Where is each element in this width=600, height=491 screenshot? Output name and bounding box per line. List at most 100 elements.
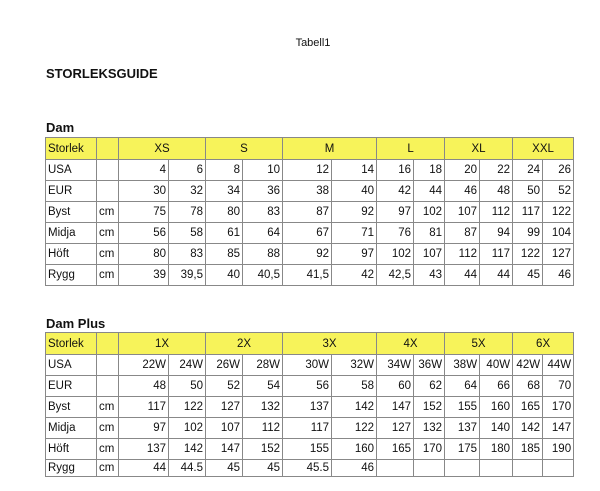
value-cell: 43 bbox=[413, 264, 446, 286]
value-cell: 75 bbox=[118, 201, 169, 223]
table-row: Byst cm 117 122 127 132 137 142 147 152 155 160 165 1… bbox=[45, 396, 575, 418]
value-cell: 44 bbox=[444, 264, 481, 286]
size-header: XXL bbox=[512, 137, 575, 160]
row-label: Höft bbox=[45, 438, 97, 460]
row-unit: cm bbox=[96, 201, 119, 223]
value-cell bbox=[512, 459, 544, 477]
size-header: 5X bbox=[444, 332, 514, 355]
value-cell: 58 bbox=[168, 222, 206, 244]
table-row: Midja cm 56 58 61 64 67 71 76 81 87 94 99 104 bbox=[45, 222, 575, 244]
value-cell: 45.5 bbox=[282, 459, 333, 477]
value-cell: 78 bbox=[168, 201, 206, 223]
value-cell: 44 bbox=[413, 180, 446, 202]
value-cell: 50 bbox=[512, 180, 544, 202]
header-unit-cell bbox=[96, 332, 119, 355]
value-cell: 127 bbox=[376, 417, 415, 439]
value-cell: 24W bbox=[167, 354, 207, 376]
value-cell: 45 bbox=[205, 459, 244, 477]
value-cell: 190 bbox=[542, 438, 575, 460]
value-cell: 60 bbox=[376, 375, 415, 397]
size-header: M bbox=[282, 137, 378, 160]
value-cell: 38 bbox=[282, 180, 333, 202]
size-header: 1X bbox=[117, 332, 207, 355]
value-cell: 155 bbox=[444, 396, 481, 418]
value-cell: 44 bbox=[479, 264, 514, 286]
value-cell: 81 bbox=[413, 222, 446, 244]
size-header: XS bbox=[118, 137, 206, 160]
value-cell: 160 bbox=[479, 396, 514, 418]
table-row: Rygg cm 44 44.5 45 45 45.5 46 bbox=[45, 459, 575, 477]
value-cell: 64 bbox=[444, 375, 481, 397]
row-label: Midja bbox=[45, 417, 97, 439]
row-unit: cm bbox=[96, 459, 119, 477]
value-cell bbox=[444, 459, 481, 477]
value-cell: 41,5 bbox=[282, 264, 333, 286]
value-cell: 97 bbox=[331, 243, 378, 265]
value-cell: 4 bbox=[118, 159, 169, 181]
value-cell: 48 bbox=[118, 375, 169, 397]
value-cell: 155 bbox=[282, 438, 333, 460]
row-label: Rygg bbox=[45, 459, 97, 477]
value-cell: 142 bbox=[167, 438, 207, 460]
value-cell: 52 bbox=[542, 180, 575, 202]
row-unit bbox=[96, 180, 119, 202]
value-cell: 92 bbox=[282, 243, 333, 265]
value-cell: 160 bbox=[331, 438, 378, 460]
header-label: Storlek bbox=[45, 332, 97, 355]
value-cell: 117 bbox=[512, 201, 544, 223]
value-cell: 24 bbox=[512, 159, 544, 181]
value-cell: 16 bbox=[376, 159, 415, 181]
size-table-dam: Storlek XS S M L XL XXL USA 4 6 8 10 12 14 16 18 20 22 24 2… bbox=[45, 137, 575, 286]
value-cell: 40 bbox=[331, 180, 378, 202]
value-cell: 56 bbox=[282, 375, 333, 397]
value-cell: 102 bbox=[167, 417, 207, 439]
value-cell: 147 bbox=[205, 438, 244, 460]
value-cell: 122 bbox=[512, 243, 544, 265]
value-cell bbox=[542, 459, 575, 477]
value-cell: 44.5 bbox=[167, 459, 207, 477]
value-cell: 36W bbox=[413, 354, 446, 376]
value-cell: 170 bbox=[542, 396, 575, 418]
value-cell: 46 bbox=[444, 180, 481, 202]
table-row: Byst cm 75 78 80 83 87 92 97 102 107 112 117 122 bbox=[45, 201, 575, 223]
document-title: STORLEKSGUIDE bbox=[46, 66, 158, 81]
value-cell: 44 bbox=[118, 459, 169, 477]
value-cell: 147 bbox=[542, 417, 575, 439]
row-unit bbox=[96, 354, 119, 376]
value-cell: 152 bbox=[242, 438, 284, 460]
value-cell: 12 bbox=[282, 159, 333, 181]
row-label: USA bbox=[45, 354, 97, 376]
value-cell: 42W bbox=[512, 354, 544, 376]
value-cell: 152 bbox=[413, 396, 446, 418]
value-cell bbox=[479, 459, 514, 477]
row-unit: cm bbox=[96, 222, 119, 244]
value-cell: 54 bbox=[242, 375, 284, 397]
value-cell: 66 bbox=[479, 375, 514, 397]
value-cell: 32 bbox=[168, 180, 206, 202]
value-cell: 127 bbox=[205, 396, 244, 418]
value-cell: 42 bbox=[376, 180, 415, 202]
value-cell: 102 bbox=[413, 201, 446, 223]
value-cell: 58 bbox=[331, 375, 378, 397]
table-row: EUR 30 32 34 36 38 40 42 44 46 48 50 52 bbox=[45, 180, 575, 202]
value-cell: 71 bbox=[331, 222, 378, 244]
value-cell: 97 bbox=[118, 417, 169, 439]
value-cell: 127 bbox=[542, 243, 575, 265]
row-label: Höft bbox=[45, 243, 97, 265]
value-cell: 38W bbox=[444, 354, 481, 376]
value-cell: 87 bbox=[282, 201, 333, 223]
size-header: S bbox=[204, 137, 284, 160]
header-row: Storlek 1X 2X 3X 4X 5X 6X bbox=[45, 332, 575, 355]
row-unit: cm bbox=[96, 264, 119, 286]
value-cell: 88 bbox=[241, 243, 284, 265]
value-cell: 40 bbox=[205, 264, 243, 286]
size-header: XL bbox=[444, 137, 514, 160]
value-cell: 140 bbox=[479, 417, 514, 439]
value-cell: 112 bbox=[444, 243, 481, 265]
row-unit: cm bbox=[96, 396, 119, 418]
value-cell: 85 bbox=[205, 243, 243, 265]
value-cell: 26W bbox=[205, 354, 244, 376]
value-cell: 68 bbox=[512, 375, 544, 397]
section-title-dam-plus: Dam Plus bbox=[46, 316, 106, 331]
value-cell: 165 bbox=[512, 396, 544, 418]
